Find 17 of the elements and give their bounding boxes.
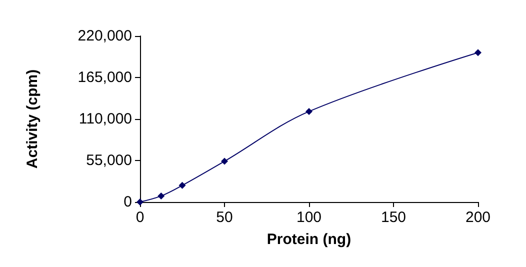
x-axis-title: Protein (ng) (266, 231, 352, 248)
y-tick-label: 0 (124, 194, 132, 210)
x-tick-label: 150 (380, 209, 406, 226)
x-tick-label: 0 (136, 209, 144, 226)
y-tick-label: 55,000 (86, 152, 132, 169)
x-tick-label: 200 (465, 209, 491, 226)
x-tick-label: 100 (296, 209, 322, 226)
point (178, 182, 186, 189)
point (158, 192, 165, 200)
y-tick-label: 110,000 (78, 110, 132, 128)
y-tick-label: 220,000 (78, 28, 132, 44)
point (474, 49, 482, 56)
y-axis-title: Activity (cpm) (24, 69, 41, 169)
y-tick-label: 165,000 (78, 69, 132, 86)
point (306, 108, 312, 115)
x-tick-label: 50 (216, 209, 233, 226)
point (221, 158, 228, 165)
